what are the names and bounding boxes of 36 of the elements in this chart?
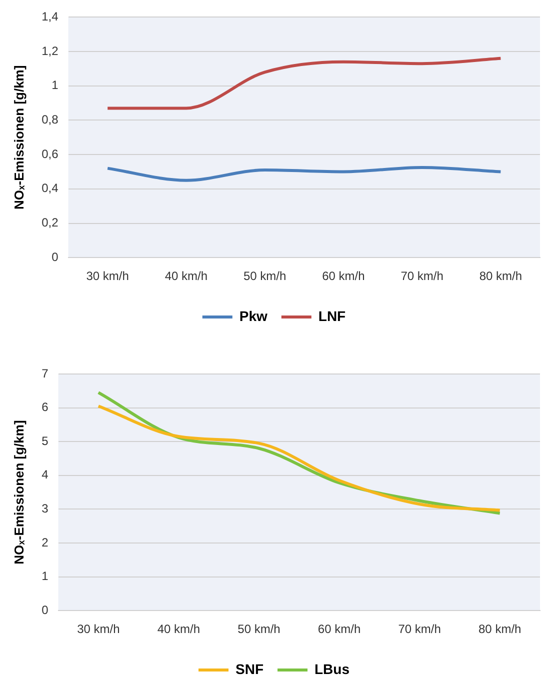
y-tick-label: 0,4 bbox=[42, 181, 59, 196]
y-tick-label: 1 bbox=[52, 78, 59, 92]
x-tick-label: 30 km/h bbox=[77, 622, 120, 636]
y-tick-label: 0 bbox=[52, 250, 59, 264]
y-tick-label: 6 bbox=[42, 400, 49, 414]
y-tick-label: 1,2 bbox=[42, 44, 59, 58]
x-tick-label: 50 km/h bbox=[238, 622, 280, 636]
y-axis-title: NOₓ-Emissionen [g/km] bbox=[11, 65, 26, 210]
line-series bbox=[106, 166, 502, 182]
x-tick-label: 50 km/h bbox=[243, 269, 286, 284]
y-tick-label: 0 bbox=[42, 602, 49, 617]
legend-label: LNF bbox=[318, 308, 346, 324]
legend-label: Pkw bbox=[239, 308, 268, 324]
x-tick-label: 80 km/h bbox=[479, 269, 522, 284]
y-tick-label: 1 bbox=[42, 569, 49, 584]
y-tick-label: 0,2 bbox=[42, 216, 59, 230]
x-tick-label: 70 km/h bbox=[400, 269, 444, 284]
x-tick-label: 80 km/h bbox=[478, 622, 522, 636]
y-tick-label: 5 bbox=[42, 434, 49, 448]
legend-label: LBus bbox=[314, 660, 350, 677]
line-series bbox=[106, 56, 502, 110]
y-tick-label: 0,6 bbox=[42, 146, 59, 161]
y-tick-label: 0,8 bbox=[42, 112, 59, 127]
x-tick-label: 60 km/h bbox=[318, 622, 361, 636]
y-tick-label: 1,4 bbox=[42, 10, 59, 24]
y-tick-label: 3 bbox=[42, 502, 49, 516]
y-tick-label: 7 bbox=[42, 366, 49, 380]
legend-label: SNF bbox=[236, 660, 264, 677]
y-tick-label: 4 bbox=[42, 468, 49, 482]
y-tick-label: 2 bbox=[42, 535, 49, 550]
x-tick-label: 70 km/h bbox=[398, 622, 441, 636]
x-tick-label: 60 km/h bbox=[322, 269, 365, 284]
x-tick-label: 40 km/h bbox=[157, 622, 200, 636]
x-tick-label: 30 km/h bbox=[86, 269, 129, 284]
x-tick-label: 40 km/h bbox=[164, 269, 208, 284]
y-axis-title: NOₓ-Emissionen [g/km] bbox=[11, 420, 26, 564]
